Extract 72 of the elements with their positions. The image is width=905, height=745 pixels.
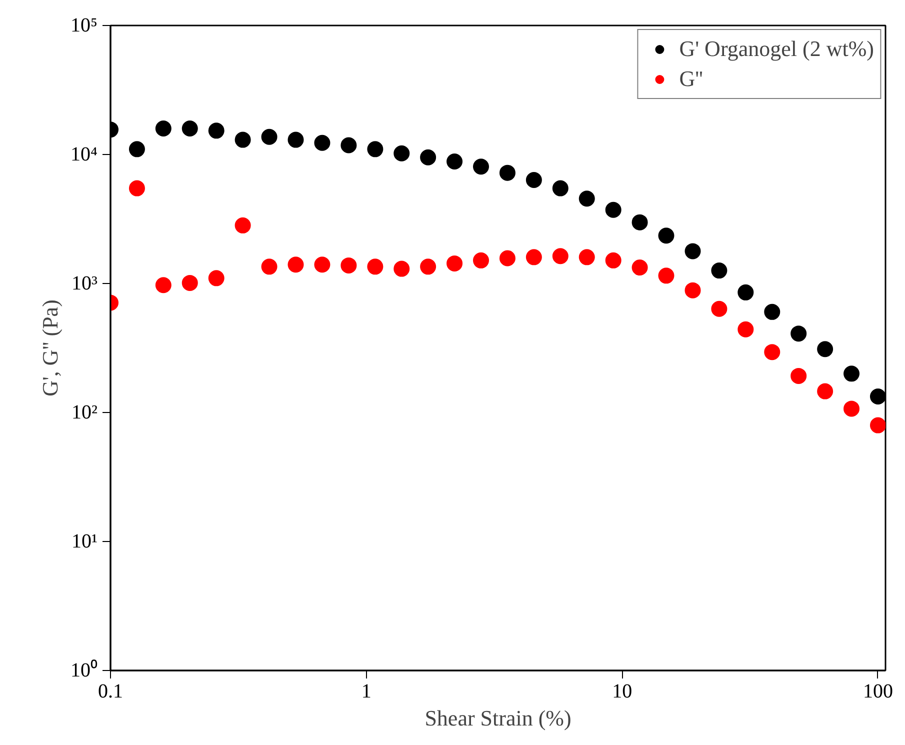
point [234,217,251,234]
point [155,277,172,294]
point [632,260,648,276]
point [128,141,145,158]
point [526,172,542,188]
point [605,202,622,218]
point [261,128,278,145]
legend-label: G' Organogel (2 wt%) [679,36,874,62]
point [552,180,568,196]
point [526,249,542,266]
point [499,164,516,181]
point [208,122,224,139]
point [182,274,198,291]
point [446,255,463,272]
y-tick-label: 10² [72,402,98,424]
point [817,383,834,400]
point [340,257,357,274]
x-tick-label: 0.1 [98,680,123,702]
point [844,400,860,417]
y-tick-label: 10⁵ [70,14,98,36]
y-tick-label: 10¹ [72,530,98,552]
point [234,132,251,148]
point [658,268,674,284]
x-tick-label: 100 [862,680,893,702]
point [394,145,410,162]
point [473,158,489,175]
point [314,256,330,273]
point [684,282,701,298]
point [208,270,224,286]
point [764,304,780,320]
point [420,149,436,166]
point [394,260,410,277]
point [632,214,648,230]
point [128,180,145,196]
point [288,256,304,273]
point [605,252,622,268]
point [711,262,728,279]
legend-label: G'' [679,66,704,92]
point [420,258,436,275]
point [684,243,701,260]
point [870,388,886,405]
point [155,120,172,137]
point [790,326,807,342]
point [738,321,754,338]
point [367,141,384,158]
point [817,341,834,358]
x-axis-title: Shear Strain (%) [424,706,572,730]
point [288,132,304,148]
point [340,137,357,154]
point [499,250,516,266]
point [314,134,330,151]
point [658,228,674,244]
point [182,120,198,137]
point [578,190,595,207]
x-tick-label: 10 [612,680,632,702]
point [711,300,728,317]
y-tick-label: 10³ [72,272,98,294]
point [446,153,463,170]
point [261,258,278,275]
point [844,366,860,382]
point [738,284,754,300]
point [578,249,595,266]
point [473,252,489,268]
y-tick-label: 10⁴ [70,144,98,166]
point [367,258,384,275]
y-axis-title: G', G'' (Pa) [38,300,62,396]
point [790,368,807,384]
point [552,248,568,264]
point [870,417,886,434]
x-tick-label: 1 [361,680,372,702]
y-tick-label: 10⁰ [70,658,98,682]
point [764,344,780,360]
